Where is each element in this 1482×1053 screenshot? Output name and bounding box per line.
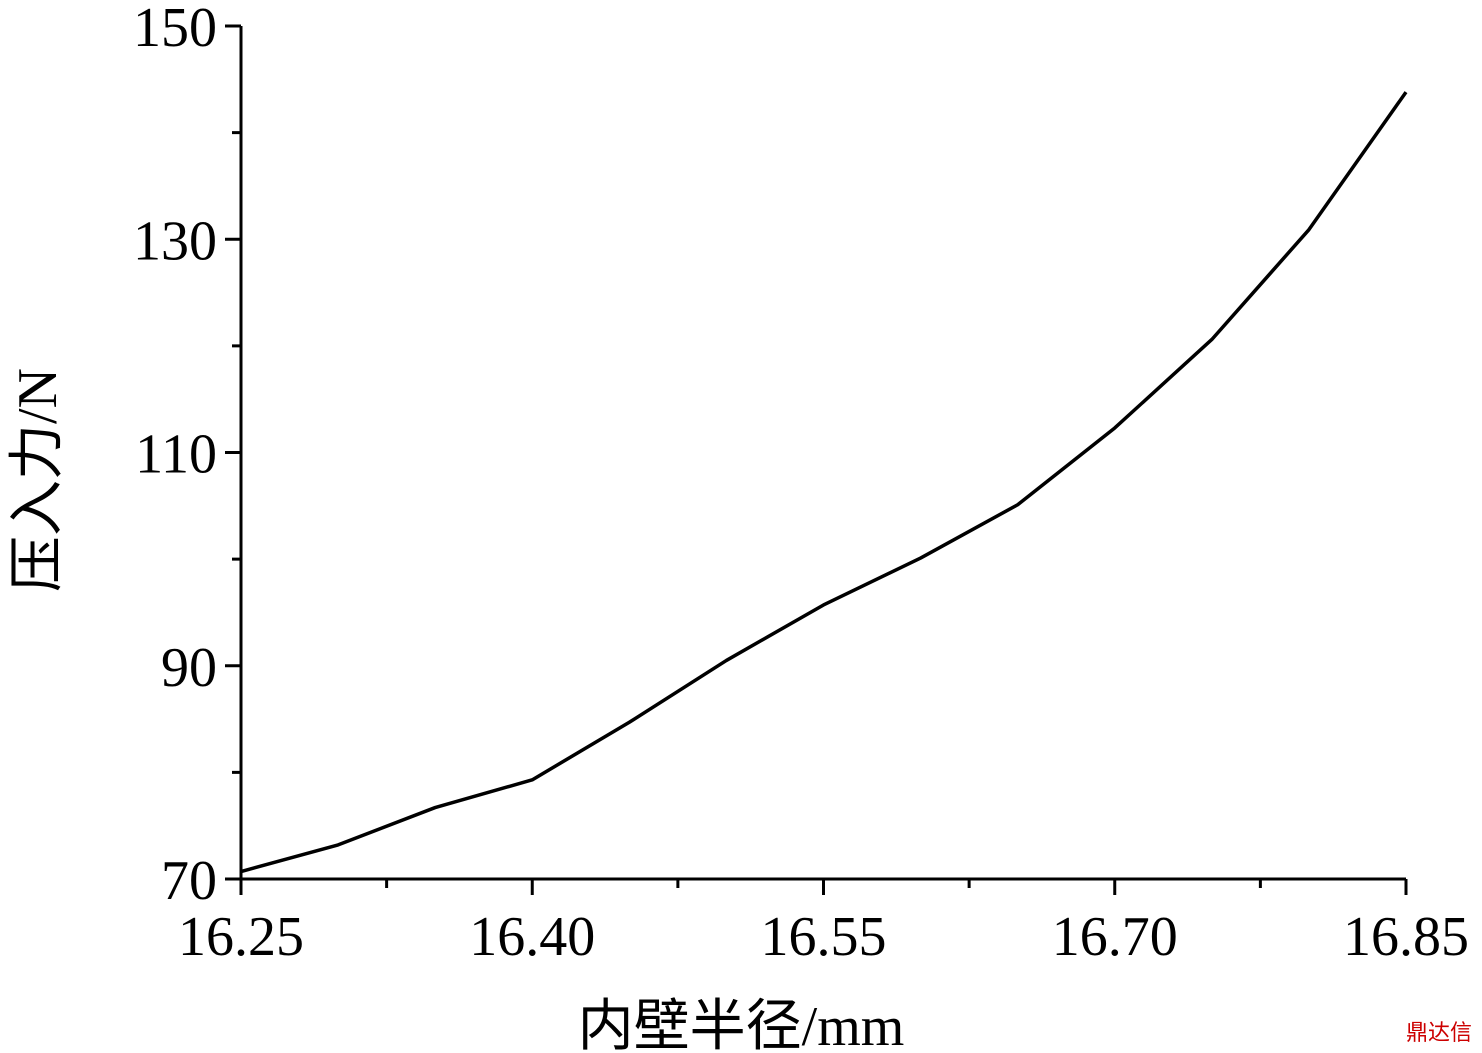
- y-tick-label: 150: [133, 0, 217, 59]
- x-tick-label: 16.25: [178, 906, 304, 968]
- x-tick-label: 16.70: [1052, 906, 1178, 968]
- y-tick-label: 110: [135, 424, 217, 486]
- x-tick-label: 16.55: [761, 906, 887, 968]
- y-tick-label: 130: [133, 210, 217, 272]
- x-axis-label: 内壁半径/mm: [578, 996, 905, 1053]
- y-tick-label: 90: [161, 637, 217, 699]
- x-tick-label: 16.85: [1343, 906, 1469, 968]
- y-axis-label: 压入力/N: [7, 368, 69, 592]
- watermark: 鼎达信: [1406, 1021, 1472, 1046]
- y-tick-label: 70: [161, 850, 217, 912]
- x-tick-label: 16.40: [469, 906, 595, 968]
- line-series: [240, 91, 1408, 874]
